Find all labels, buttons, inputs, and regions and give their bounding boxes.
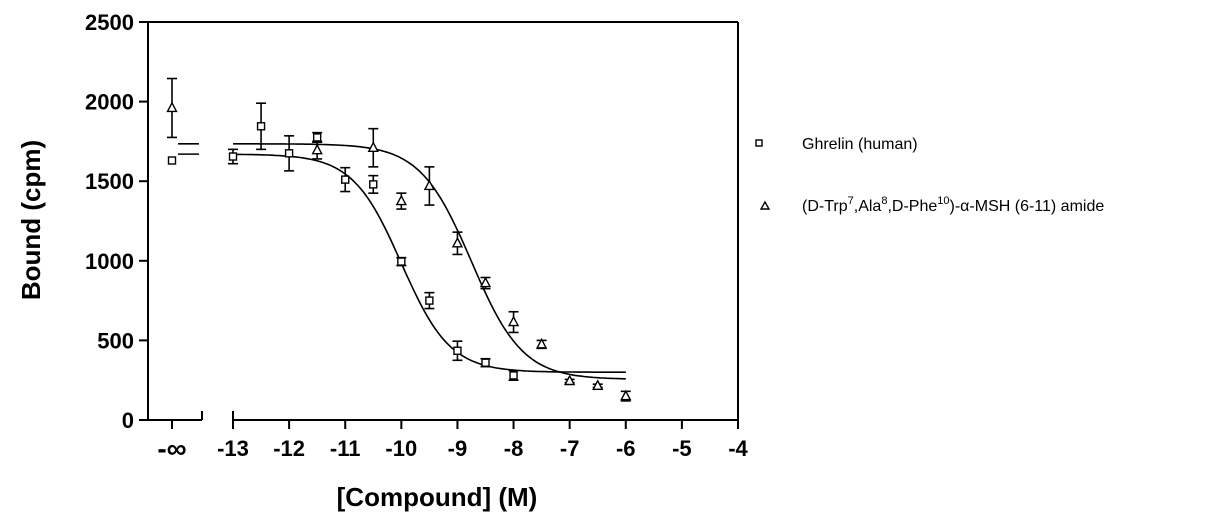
x-axis-title: [Compound] (M): [337, 482, 538, 512]
chart-axes: 0 500 1000 1500 2000 2500 -13 -12 -11 -10 -9 -8 -7 -6…: [85, 10, 748, 464]
data-point-s0-p3: [312, 133, 322, 142]
y-tick-label: 1000: [85, 249, 134, 274]
data-point-s1-p0: [311, 143, 323, 155]
data-point-s0-neg-inf: [167, 156, 177, 165]
legend-msh-part4: )-α-MSH (6-11) amide: [950, 198, 1105, 215]
legend-item-ghrelin: Ghrelin (human): [755, 136, 918, 153]
legend-msh-part2: ,Ala: [854, 198, 882, 215]
y-tick-label: 0: [122, 408, 134, 433]
data-point-s0-p8: [453, 346, 462, 355]
legend: Ghrelin (human) (D-Trp7,Ala8,D-Phe10)-α-…: [755, 136, 1104, 215]
y-tick-label: 2000: [85, 90, 134, 115]
data-point-s1-neg-inf: [166, 101, 178, 113]
data-point-s1-p1: [367, 141, 379, 152]
legend-msh-sup2: 8: [881, 195, 887, 207]
x-tick-label: -7: [560, 436, 580, 461]
data-point-s0-p2: [284, 149, 294, 158]
y-tick-label: 1500: [85, 169, 134, 194]
y-axis-title: Bound (cpm): [16, 140, 46, 300]
x-tick-label-neg-inf: -∞: [157, 433, 186, 464]
x-tick-label: -6: [616, 436, 636, 461]
data-point-s0-p1: [256, 122, 266, 131]
x-tick-label: -5: [672, 436, 692, 461]
data-point-s1-p7: [535, 337, 548, 349]
data-point-s0-p5: [369, 180, 378, 189]
legend-marker-triangle: [759, 200, 771, 210]
legend-label-msh: (D-Trp7,Ala8,D-Phe10)-α-MSH (6-11) amide: [802, 195, 1104, 215]
data-point-s0-p4: [341, 175, 350, 184]
data-points: [166, 77, 632, 402]
x-tick-label: -9: [448, 436, 468, 461]
data-point-s0-p0: [228, 152, 238, 161]
data-point-s0-p6: [397, 257, 406, 266]
x-tick-label: -10: [385, 436, 417, 461]
data-point-s1-p8: [564, 374, 576, 386]
data-point-s1-p9: [592, 379, 604, 390]
legend-msh-sup1: 7: [848, 195, 854, 207]
data-point-s0-p7: [425, 296, 434, 305]
data-point-s1-p2: [395, 194, 407, 206]
legend-msh-part3: ,D-Phe: [887, 198, 937, 215]
x-tick-label: -13: [217, 436, 249, 461]
legend-item-msh: (D-Trp7,Ala8,D-Phe10)-α-MSH (6-11) amide: [759, 195, 1104, 215]
data-point-s0-p10: [509, 371, 518, 380]
x-tick-label: -8: [504, 436, 524, 461]
legend-msh-sup3: 10: [937, 195, 949, 207]
data-point-s1-p5: [479, 276, 492, 288]
data-point-s1-p10: [620, 389, 632, 401]
data-point-s1-p6: [507, 315, 520, 327]
x-tick-label: -11: [330, 436, 361, 461]
data-point-s1-p3: [423, 179, 436, 191]
y-tick-label: 2500: [85, 10, 134, 35]
x-tick-label: -12: [273, 436, 305, 461]
legend-marker-square: [755, 139, 763, 147]
x-tick-label: -4: [728, 436, 748, 461]
legend-label-ghrelin: Ghrelin (human): [802, 136, 918, 153]
legend-msh-part1: (D-Trp: [802, 198, 848, 215]
data-point-s0-p9: [481, 358, 490, 367]
data-point-s1-p4: [451, 236, 464, 248]
y-tick-label: 500: [97, 328, 134, 353]
